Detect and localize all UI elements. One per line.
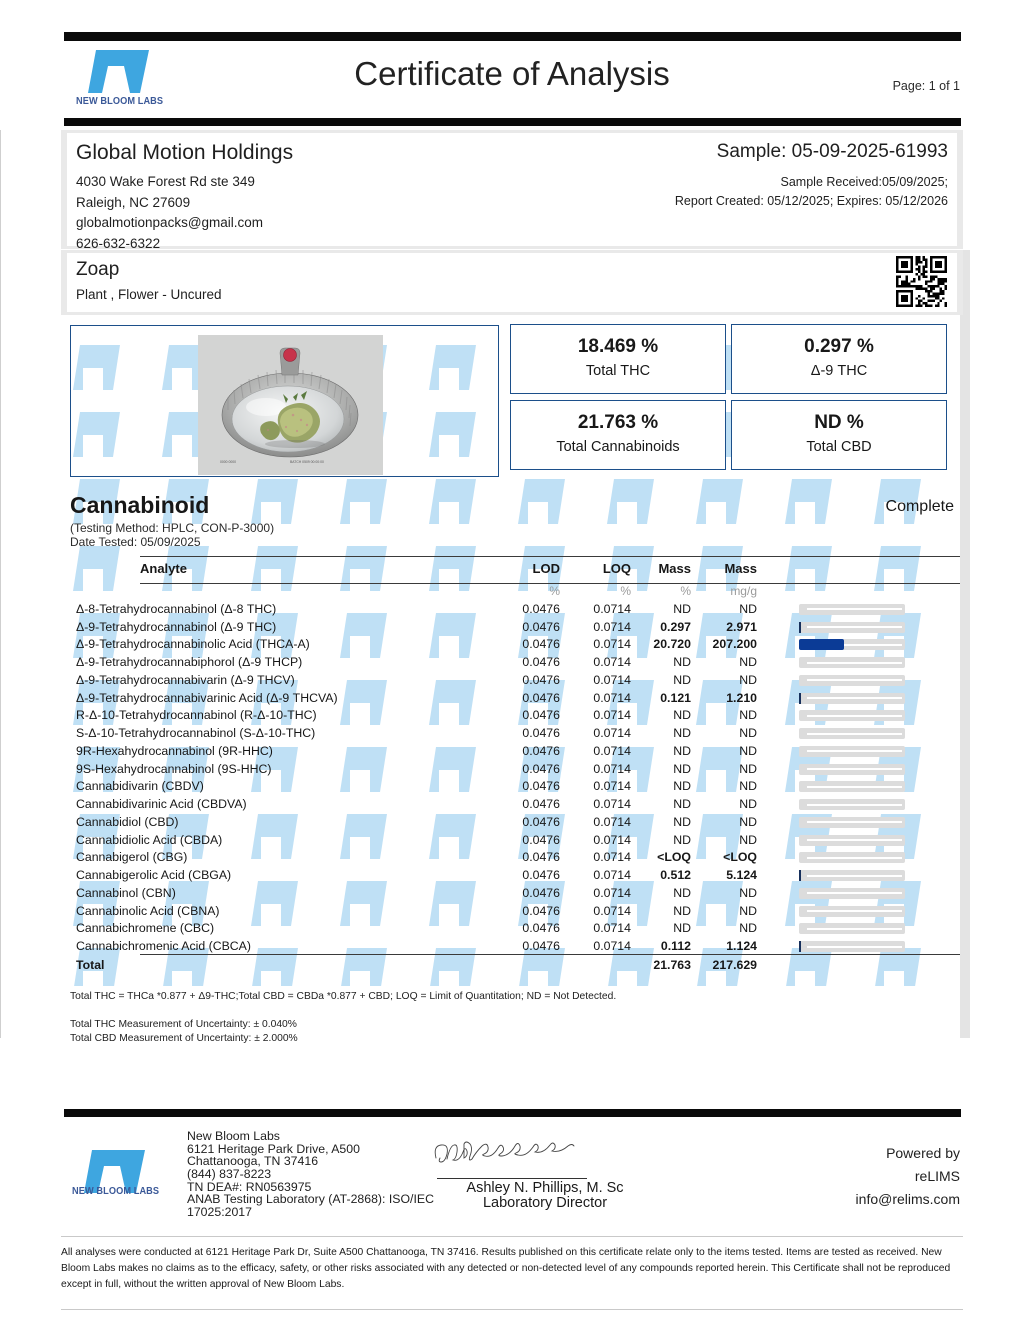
svg-text:BATCH 0509 00:00:00: BATCH 0509 00:00:00 [290,460,324,464]
svg-text:0000 0000: 0000 0000 [220,460,236,464]
